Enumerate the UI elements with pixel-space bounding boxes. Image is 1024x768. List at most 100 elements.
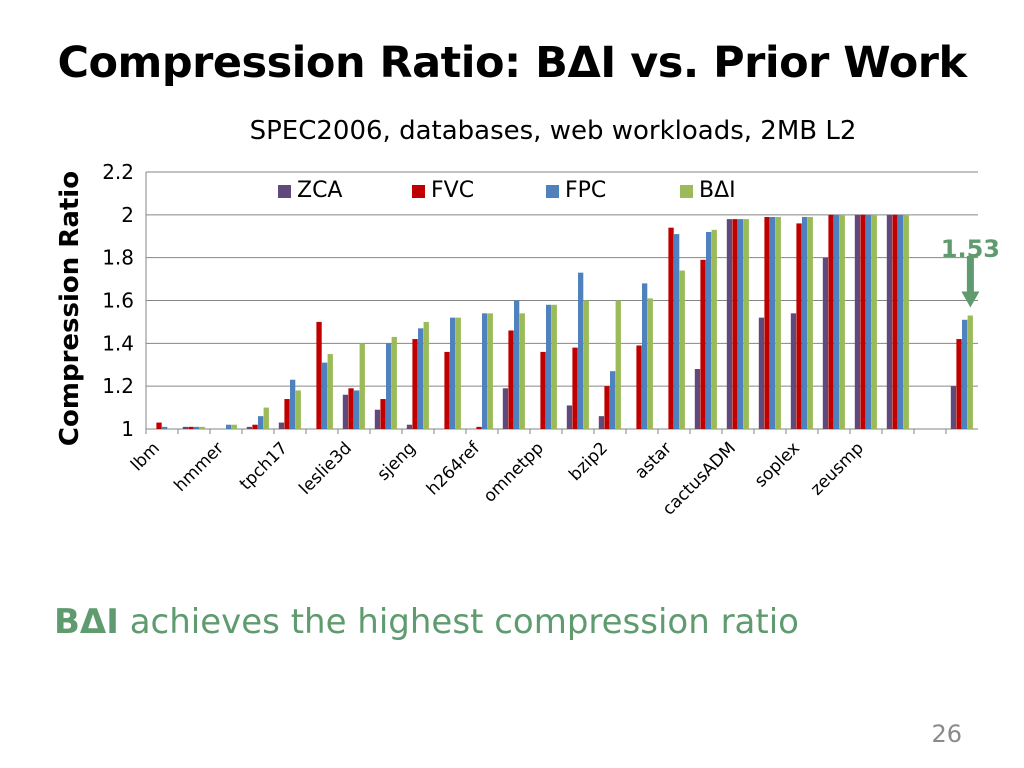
bar-bdi <box>615 300 621 429</box>
conclusion-bold: BΔI <box>54 602 119 642</box>
bar-fvc <box>636 345 642 429</box>
bar-bdi <box>391 336 397 429</box>
bar-zca <box>342 394 349 429</box>
bar-fpc <box>194 426 200 429</box>
conclusion-rest: achieves the highest compression ratio <box>118 602 799 642</box>
bar-zca <box>278 422 285 429</box>
bar-fvc <box>284 399 290 429</box>
bar-fvc <box>956 339 962 429</box>
bar-fpc <box>482 313 488 429</box>
x-tick-label: soplex <box>751 438 804 491</box>
y-tick-label: 1.6 <box>102 289 134 313</box>
bar-bdi <box>359 343 365 429</box>
bar-fvc <box>732 219 738 429</box>
bar-fvc <box>892 214 898 429</box>
bar-fvc <box>508 330 514 429</box>
legend-swatch <box>680 185 693 198</box>
chart-title: SPEC2006, databases, web workloads, 2MB … <box>249 116 857 146</box>
bar-fvc <box>764 216 770 429</box>
legend-label: FPC <box>565 178 606 203</box>
bar-fvc <box>796 223 802 429</box>
bar-bdi <box>871 214 877 429</box>
x-tick-label: leslie3d <box>295 438 356 499</box>
bar-bdi <box>679 270 685 429</box>
bar-fvc <box>252 424 258 429</box>
bar-fvc <box>316 321 322 429</box>
x-tick-label: sjeng <box>374 438 420 484</box>
bar-fpc <box>450 317 456 429</box>
bar-zca <box>726 219 733 429</box>
x-tick-label: hmmer <box>170 438 228 496</box>
bar-bdi <box>519 313 525 429</box>
y-tick-label: 2.2 <box>102 160 134 184</box>
bar-bdi <box>295 390 301 429</box>
bar-zca <box>566 405 573 429</box>
bar-zca <box>694 369 701 429</box>
bar-zca <box>246 426 253 429</box>
bar-fpc <box>642 283 648 429</box>
bar-fpc <box>834 214 840 429</box>
y-tick-label: 1.8 <box>102 246 134 270</box>
bar-bdi <box>807 216 813 429</box>
bar-fvc <box>476 426 482 429</box>
bar-fpc <box>738 219 744 429</box>
bar-fpc <box>898 214 904 429</box>
bar-fvc <box>444 351 450 429</box>
y-tick-label: 1 <box>121 417 134 441</box>
x-tick-label: cactusADM <box>659 438 740 519</box>
y-tick-label: 1.4 <box>102 331 134 355</box>
bar-fvc <box>700 259 706 429</box>
bar-zca <box>182 426 189 429</box>
bar-fvc <box>828 214 834 429</box>
bar-fvc <box>412 339 418 429</box>
bar-bdi <box>327 354 333 429</box>
legend-swatch <box>546 185 559 198</box>
bar-fvc <box>860 214 866 429</box>
x-tick-label: zeusmp <box>807 438 868 499</box>
page-number: 26 <box>931 720 962 748</box>
bar-zca <box>854 214 861 429</box>
bar-zca <box>886 214 893 429</box>
x-tick-label: bzip2 <box>565 438 612 485</box>
bar-bdi <box>839 214 845 429</box>
bar-fpc <box>802 216 808 429</box>
slide-title: Compression Ratio: BΔI vs. Prior Work <box>57 38 967 88</box>
bar-fvc <box>668 227 674 429</box>
bar-bdi <box>263 407 269 429</box>
y-tick-label: 1.2 <box>102 374 134 398</box>
bar-bdi <box>743 219 749 429</box>
bar-fpc <box>162 426 168 429</box>
bar-zca <box>598 416 605 429</box>
bar-fvc <box>380 399 386 429</box>
bar-bdi <box>487 313 493 429</box>
bar-fpc <box>706 231 712 429</box>
y-tick-label: 2 <box>121 203 134 227</box>
bar-bdi <box>199 426 205 429</box>
bar-fpc <box>226 424 232 429</box>
legend-label: ZCA <box>297 178 342 203</box>
bar-bdi <box>903 214 909 429</box>
bar-fpc <box>514 300 520 429</box>
bar-zca <box>374 409 381 429</box>
bar-fpc <box>578 272 584 429</box>
x-tick-label: astar <box>631 438 676 483</box>
bar-bdi <box>231 424 237 429</box>
bar-fpc <box>322 362 328 429</box>
bar-fpc <box>546 304 552 429</box>
bar-fpc <box>290 379 296 429</box>
bar-zca <box>790 313 797 429</box>
legend-label: FVC <box>431 178 474 203</box>
bar-bdi <box>583 300 589 429</box>
bar-fvc <box>540 351 546 429</box>
conclusion-text: BΔI achieves the highest compression rat… <box>54 602 799 642</box>
bar-zca <box>502 388 509 429</box>
bar-bdi <box>775 216 781 429</box>
bar-fpc <box>610 371 616 429</box>
bar-fpc <box>770 216 776 429</box>
bar-fpc <box>258 416 264 429</box>
x-tick-label: tpch17 <box>236 438 292 494</box>
x-tick-label: omnetpp <box>480 438 548 506</box>
bar-zca <box>822 257 829 429</box>
bar-bdi <box>967 315 973 429</box>
bar-fvc <box>348 388 354 429</box>
